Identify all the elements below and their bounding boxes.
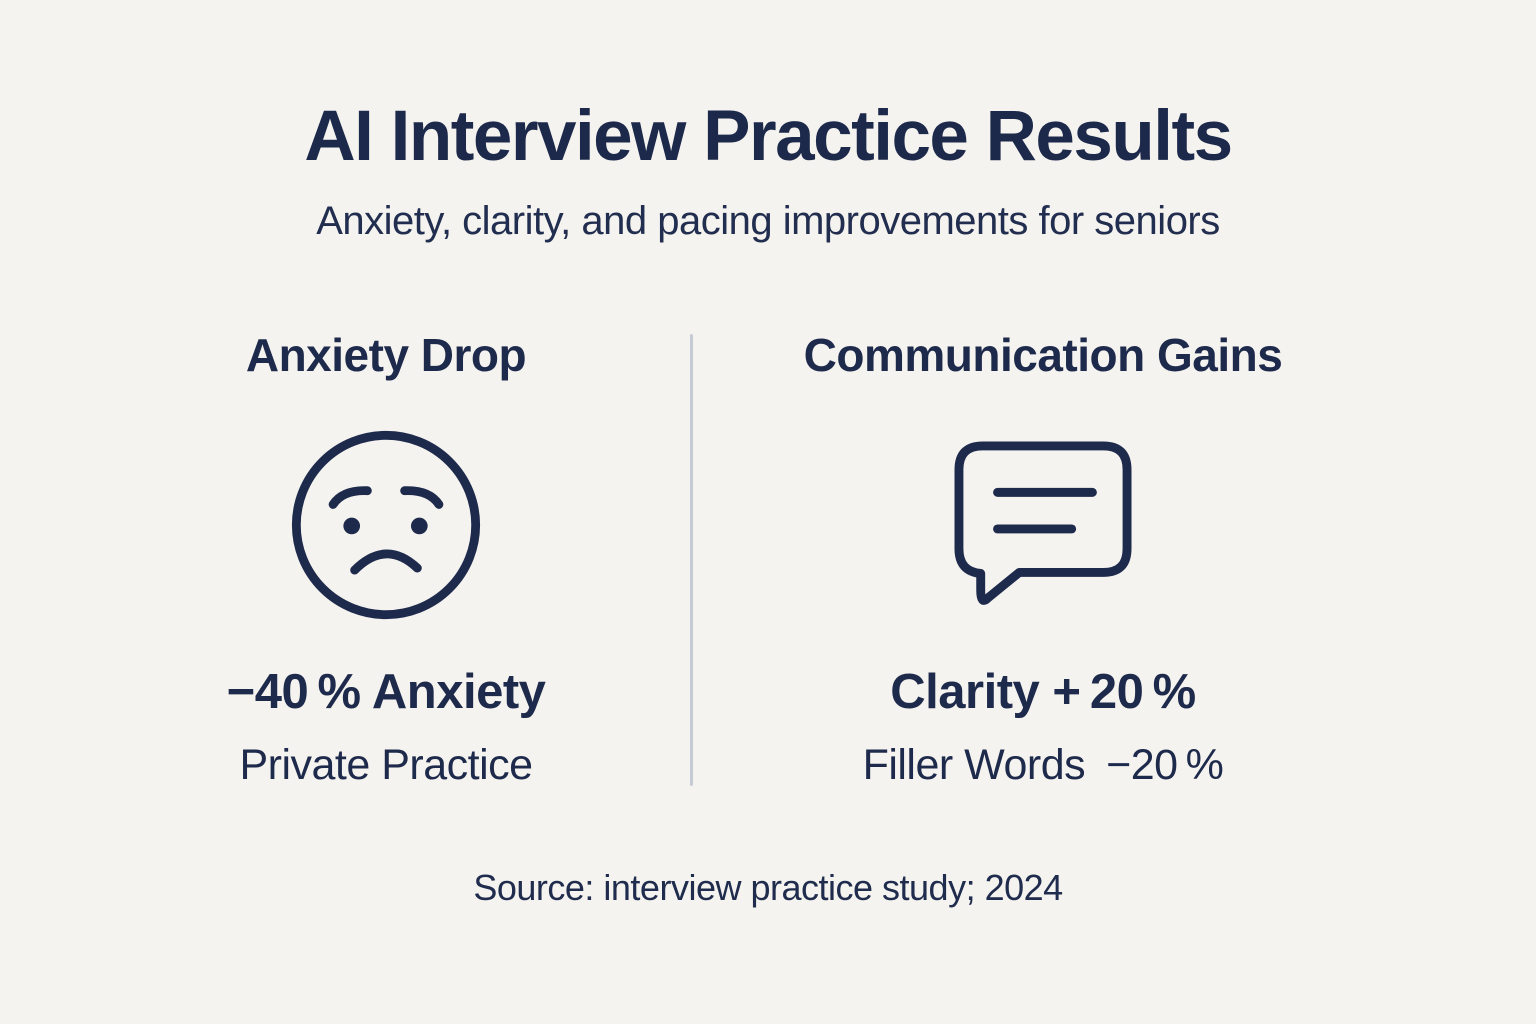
clarity-stat: Clarity + 20 %	[890, 665, 1196, 720]
anxiety-column-heading: Anxiety Drop	[245, 328, 527, 381]
stats-columns: Anxiety Drop −40 % Anxiety Private Pract…	[0, 328, 1536, 790]
source-note: Source: interview practice study; 2024	[473, 867, 1063, 909]
page-title: AI Interview Practice Results	[304, 97, 1233, 176]
communication-column-heading: Communication Gains	[803, 328, 1283, 381]
page-subtitle: Anxiety, clarity, and pacing improvement…	[316, 198, 1220, 243]
filler-words-stat: Filler Words −20 %	[862, 741, 1224, 790]
communication-column: Communication Gains Clarity + 20 % Fille…	[693, 328, 1393, 790]
anxiety-column: Anxiety Drop −40 % Anxiety Private Pract…	[92, 328, 680, 790]
anxiety-stat-sub: Private Practice	[239, 741, 533, 790]
anxiety-stat: −40 % Anxiety	[226, 665, 546, 720]
worried-face-icon	[92, 424, 680, 626]
column-divider	[690, 333, 693, 786]
speech-bubble-icon	[693, 424, 1393, 626]
